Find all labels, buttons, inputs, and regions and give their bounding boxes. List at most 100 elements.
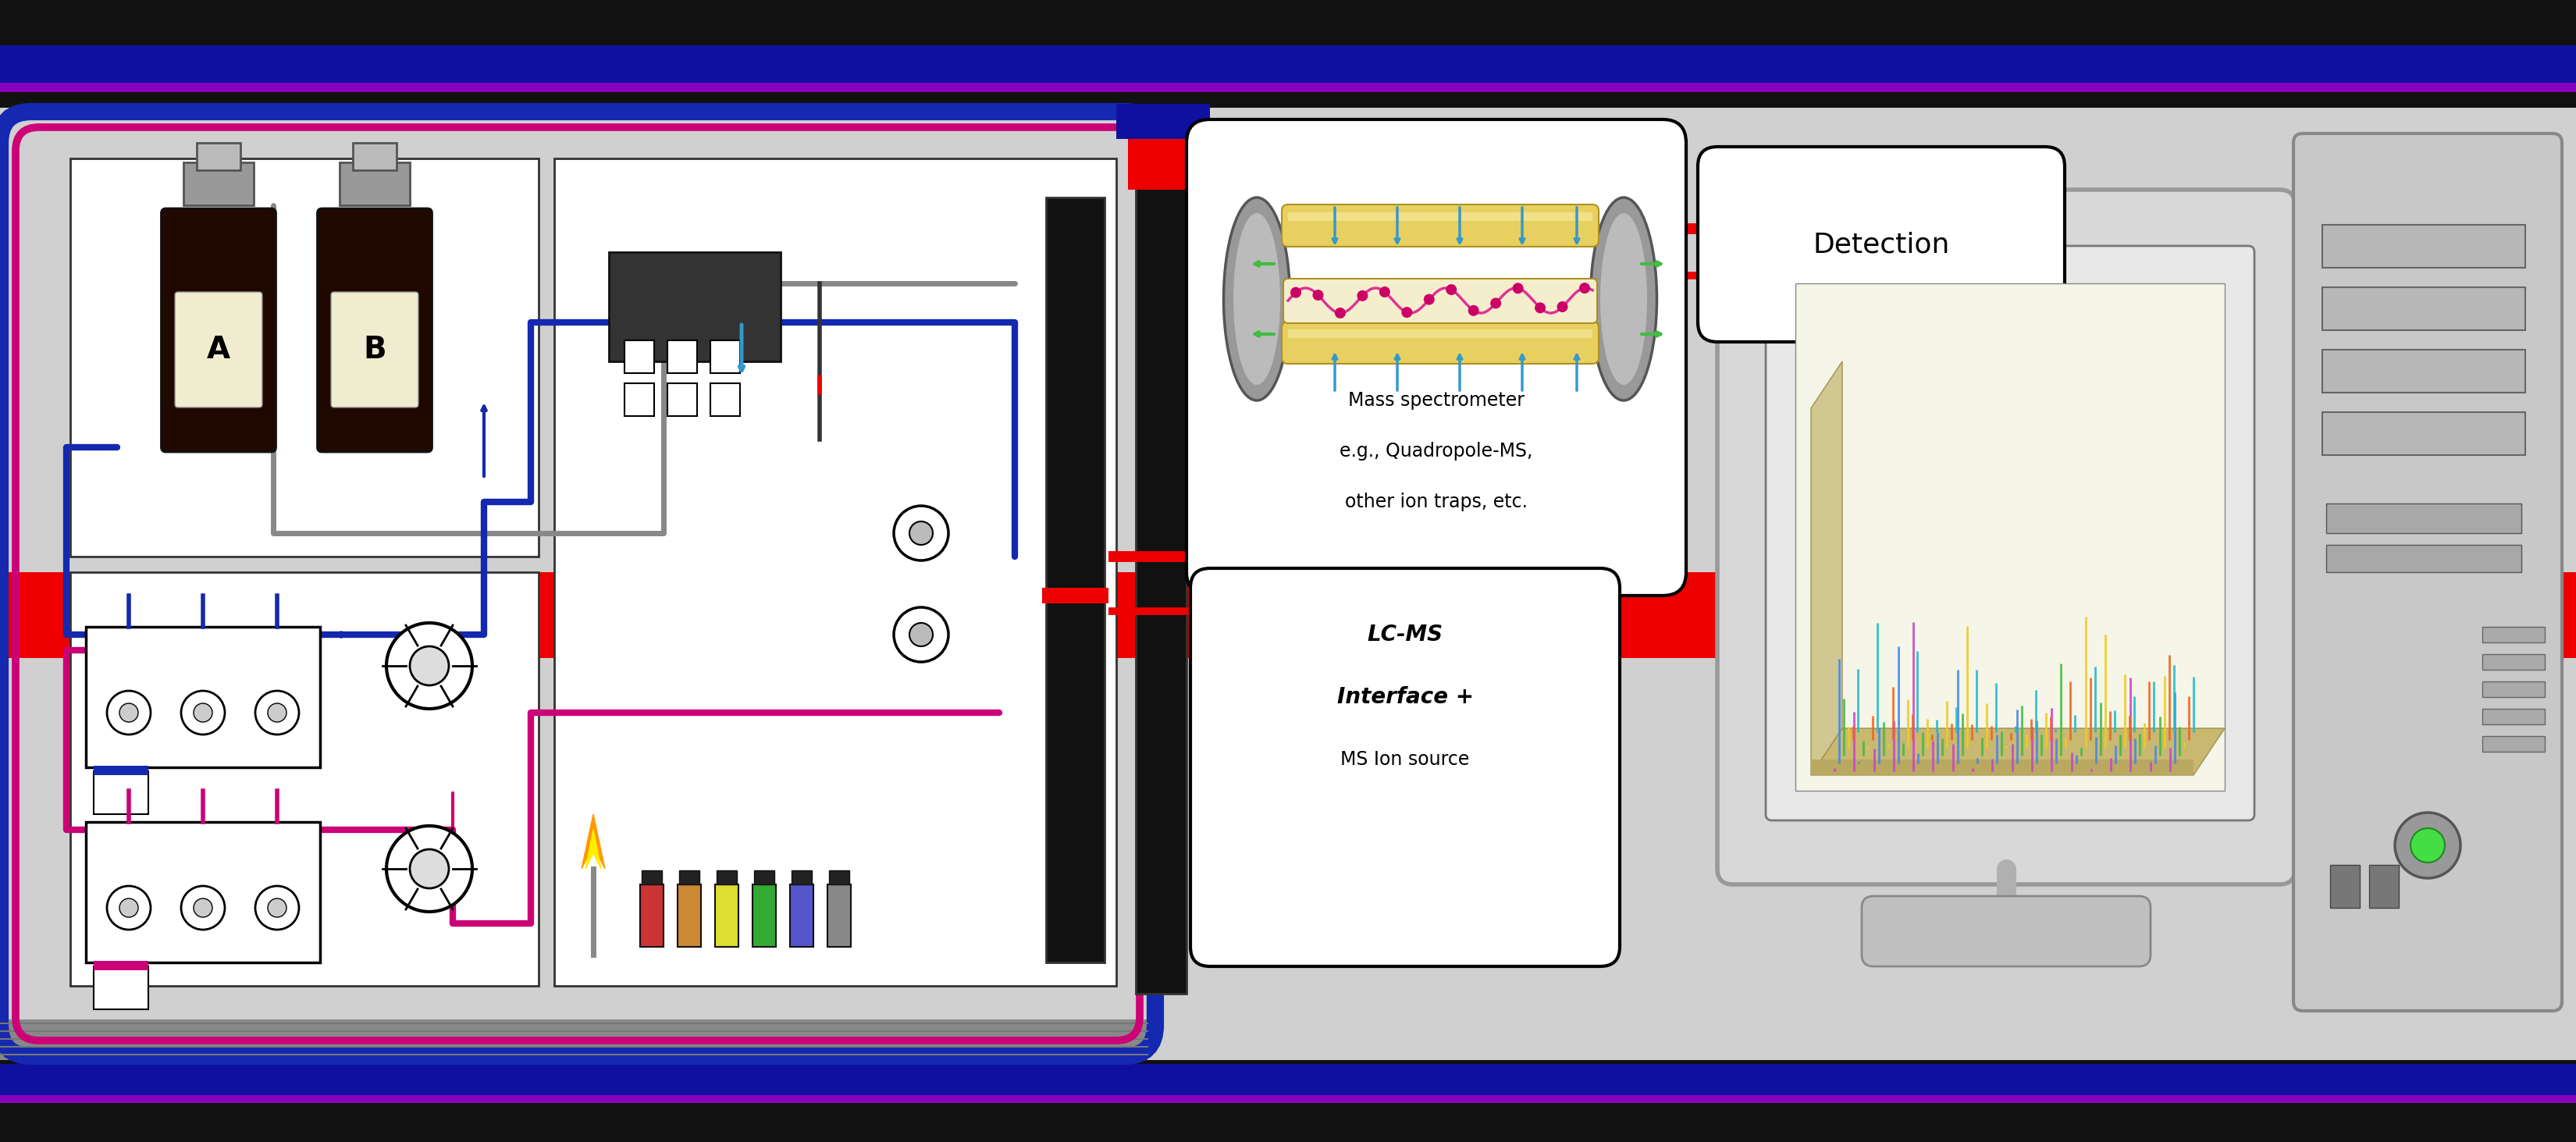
FancyBboxPatch shape [2293,134,2563,1011]
Circle shape [1291,287,1301,298]
Bar [2331,864,2360,908]
Circle shape [1468,305,1479,316]
Circle shape [894,608,948,662]
Bar [93,960,149,971]
Ellipse shape [1589,198,1656,401]
Text: Interface +: Interface + [1337,686,1473,708]
Bar [2483,737,2545,751]
Circle shape [894,506,948,561]
Bar [2324,225,2524,267]
Circle shape [410,646,448,685]
Bar [641,870,662,884]
Circle shape [268,899,286,917]
Circle shape [255,886,299,930]
FancyBboxPatch shape [1862,896,2151,966]
Bar [711,340,739,373]
Text: B: B [363,335,386,364]
Circle shape [118,703,139,722]
Circle shape [1314,290,1324,300]
Circle shape [410,850,448,888]
Circle shape [193,703,211,722]
Circle shape [180,691,224,734]
Text: LC-MS: LC-MS [1368,624,1443,645]
Bar [680,870,701,884]
Bar [0,1056,2576,1142]
Bar [1128,135,1195,190]
Circle shape [386,826,471,911]
Bar [623,340,654,373]
Text: A: A [206,335,229,364]
FancyBboxPatch shape [1283,204,1600,247]
FancyBboxPatch shape [175,292,263,408]
Bar [1115,104,1211,139]
Bar [0,82,2576,93]
Bar [70,572,538,986]
Bar [791,884,814,947]
Polygon shape [585,830,600,869]
Polygon shape [582,814,605,869]
Bar [353,143,397,170]
Circle shape [1401,307,1412,317]
Circle shape [1535,303,1546,313]
Bar [623,384,654,416]
Bar [0,1095,2576,1103]
Bar [791,870,811,884]
Bar [85,627,319,767]
Bar [2370,864,2398,908]
Bar [829,870,850,884]
Circle shape [2411,828,2445,862]
Circle shape [118,899,139,917]
Circle shape [268,703,286,722]
Bar [2483,709,2545,724]
Circle shape [909,522,933,545]
Circle shape [2396,813,2460,878]
Ellipse shape [1224,198,1291,401]
Text: e.g., Quadropole-MS,: e.g., Quadropole-MS, [1340,442,1533,460]
Bar [2324,412,2524,455]
Bar [340,162,410,206]
Ellipse shape [1234,214,1280,385]
Text: Mass spectrometer: Mass spectrometer [1347,391,1525,410]
Bar [716,870,737,884]
Bar [93,766,149,775]
Bar [639,884,665,947]
Circle shape [1445,284,1458,295]
Bar [0,0,2576,112]
Circle shape [180,886,224,930]
Bar [667,384,698,416]
Bar [677,884,701,947]
Bar [711,384,739,416]
Circle shape [1512,283,1522,293]
Bar [755,870,775,884]
FancyBboxPatch shape [330,292,417,408]
Bar [1288,329,1592,338]
Bar [183,162,252,206]
Text: MS Ion source: MS Ion source [1340,750,1471,769]
Bar [2483,654,2545,669]
Circle shape [255,691,299,734]
Bar [93,771,149,814]
FancyBboxPatch shape [1190,569,1620,966]
Bar [93,966,149,1010]
Bar [667,340,698,373]
Bar [2324,288,2524,330]
Circle shape [1425,293,1435,305]
Polygon shape [1811,361,1842,775]
Bar [0,107,2576,1060]
Bar [1046,198,1105,963]
Bar [196,143,240,170]
Bar [70,159,538,556]
Polygon shape [1811,759,2195,775]
Polygon shape [1811,729,2226,775]
Bar [0,1020,1146,1060]
FancyBboxPatch shape [1718,190,2295,884]
Bar [1136,135,1188,994]
FancyBboxPatch shape [1188,120,1687,596]
Bar [1795,283,2226,790]
Bar [554,159,1115,986]
Text: other ion traps, etc.: other ion traps, etc. [1345,492,1528,512]
Bar [2326,504,2522,533]
Bar [827,884,850,947]
Circle shape [1579,282,1589,293]
Text: Detection: Detection [1814,231,1950,258]
